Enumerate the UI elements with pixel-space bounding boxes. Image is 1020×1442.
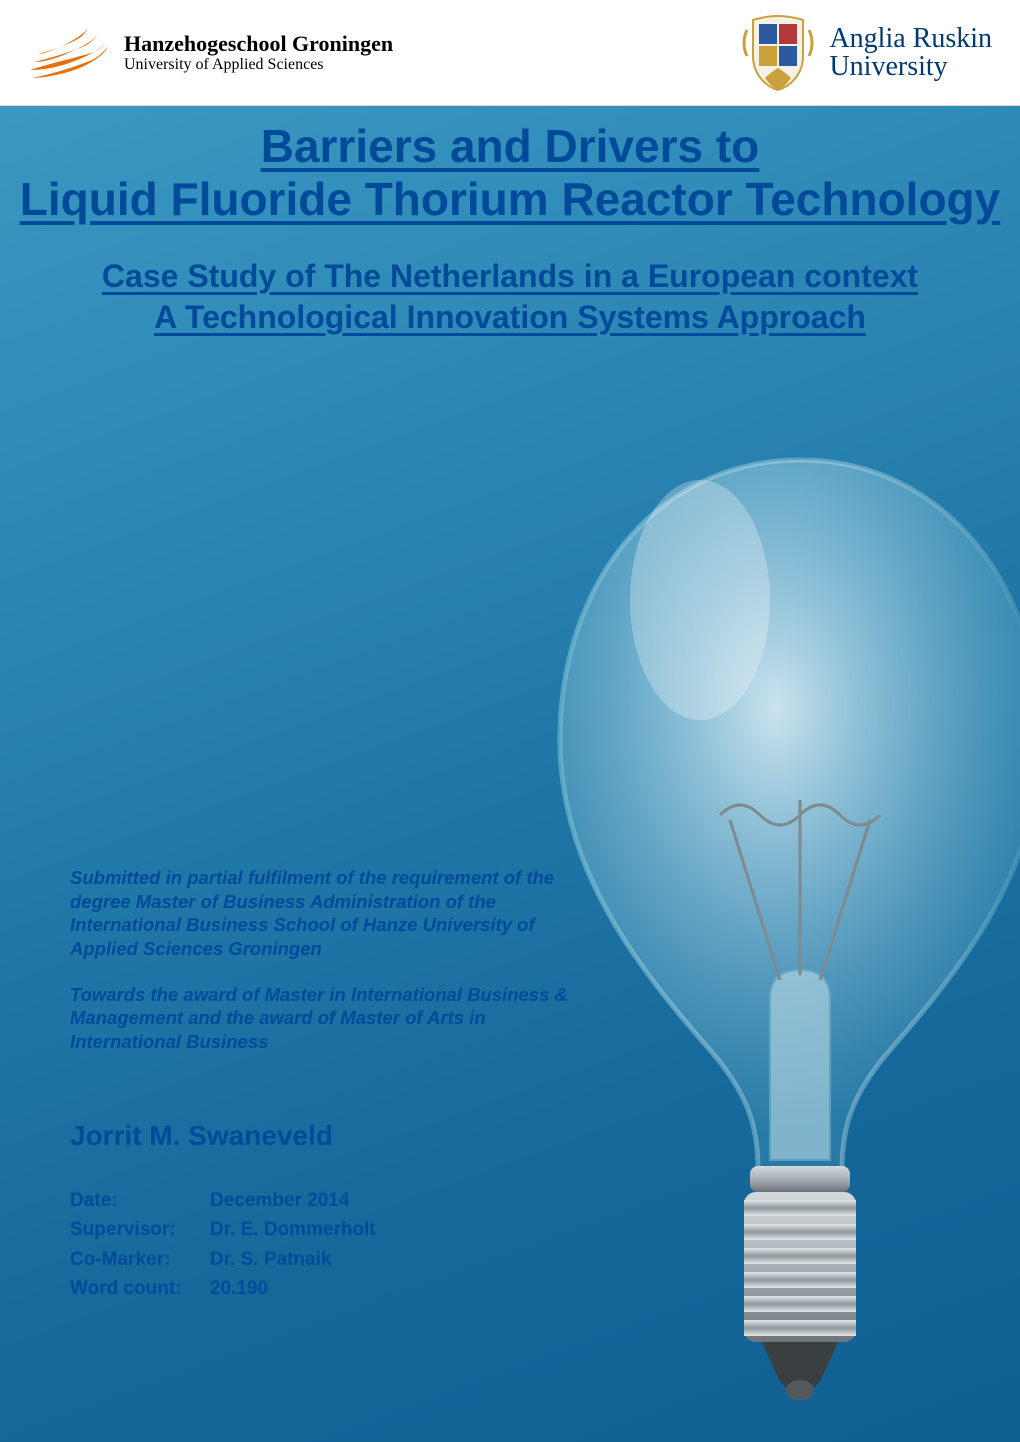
author-name: Jorrit M. Swaneveld: [70, 1120, 333, 1152]
subtitle-line1: Case Study of The Netherlands in a Europ…: [102, 258, 918, 294]
subtitle-block: Case Study of The Netherlands in a Europ…: [0, 256, 1020, 338]
title-text: Barriers and Drivers to Liquid Fluoride …: [0, 120, 1020, 226]
aru-line1: Anglia Ruskin: [829, 25, 992, 53]
submission-para1: Submitted in partial fulfilment of the r…: [70, 866, 570, 961]
meta-label: Supervisor:: [70, 1215, 210, 1244]
meta-label: Date:: [70, 1186, 210, 1215]
title-block: Barriers and Drivers to Liquid Fluoride …: [0, 120, 1020, 226]
title-line1: Barriers and Drivers to: [261, 120, 760, 172]
submission-para2: Towards the award of Master in Internati…: [70, 983, 570, 1054]
aru-crest-icon: [741, 12, 815, 94]
lightbulb-illustration: [500, 440, 1020, 1440]
hanze-name: Hanzehogeschool Groningen: [124, 31, 393, 57]
title-line2: Liquid Fluoride Thorium Reactor Technolo…: [20, 173, 1001, 225]
meta-value: Dr. S. Patnaik: [210, 1245, 331, 1274]
aru-line2: University: [829, 53, 992, 81]
hanze-subtitle: University of Applied Sciences: [124, 56, 393, 74]
meta-row-comarker: Co-Marker: Dr. S. Patnaik: [70, 1245, 376, 1274]
subtitle-line2: A Technological Innovation Systems Appro…: [154, 299, 866, 335]
header-bar: Hanzehogeschool Groningen University of …: [0, 0, 1020, 106]
meta-label: Co-Marker:: [70, 1245, 210, 1274]
hanze-flame-icon: [28, 20, 110, 86]
meta-value: December 2014: [210, 1186, 349, 1215]
meta-label: Word count:: [70, 1274, 210, 1303]
thesis-cover-page: Hanzehogeschool Groningen University of …: [0, 0, 1020, 1442]
meta-row-wordcount: Word count: 20.190: [70, 1274, 376, 1303]
aru-text: Anglia Ruskin University: [829, 25, 992, 81]
hanze-text: Hanzehogeschool Groningen University of …: [124, 31, 393, 74]
aru-logo-block: Anglia Ruskin University: [741, 12, 992, 94]
meta-value: 20.190: [210, 1274, 268, 1303]
meta-row-supervisor: Supervisor: Dr. E. Dommerholt: [70, 1215, 376, 1244]
meta-row-date: Date: December 2014: [70, 1186, 376, 1215]
submission-block: Submitted in partial fulfilment of the r…: [70, 866, 570, 1054]
hanze-logo-block: Hanzehogeschool Groningen University of …: [28, 20, 393, 86]
subtitle-text: Case Study of The Netherlands in a Europ…: [0, 256, 1020, 338]
meta-value: Dr. E. Dommerholt: [210, 1215, 376, 1244]
meta-block: Date: December 2014 Supervisor: Dr. E. D…: [70, 1186, 376, 1304]
